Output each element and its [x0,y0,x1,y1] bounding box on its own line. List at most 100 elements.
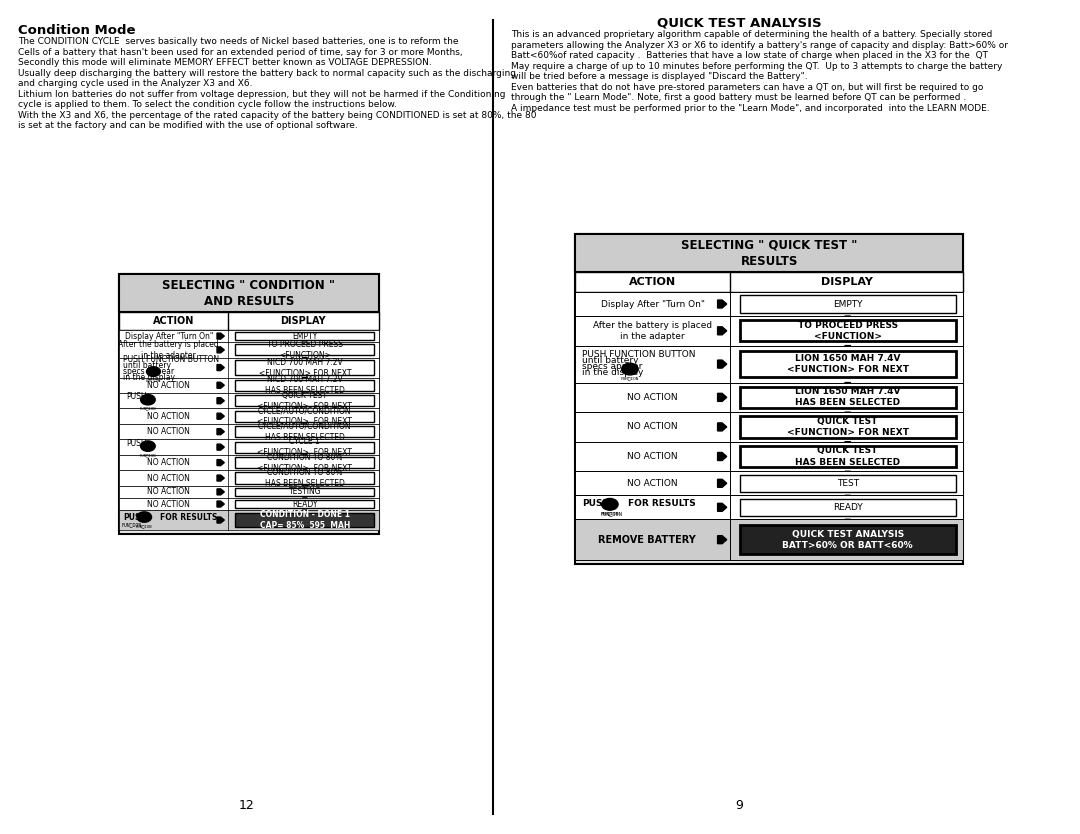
Text: After the battery is placed
in the adapter: After the battery is placed in the adapt… [593,321,713,341]
FancyBboxPatch shape [576,412,963,442]
Text: DISPLAY: DISPLAY [281,316,326,326]
FancyBboxPatch shape [119,274,379,534]
Text: NO ACTION: NO ACTION [147,427,190,436]
FancyArrow shape [217,347,225,353]
Text: NO ACTION: NO ACTION [627,423,678,431]
FancyArrow shape [217,398,225,404]
Text: Secondly this mode will eliminate MEMORY EFFECT better known as VOLTAGE DEPRESSI: Secondly this mode will eliminate MEMORY… [18,58,432,67]
Text: With the X3 and X6, the percentage of the rated capacity of the battery being CO: With the X3 and X6, the percentage of th… [18,110,537,119]
Text: LION 1650 MAH 7.4V
<FUNCTION> FOR NEXT: LION 1650 MAH 7.4V <FUNCTION> FOR NEXT [786,354,908,374]
Text: FUNⓎION: FUNⓎION [139,453,157,457]
Text: QUICK TEST
<FUNCTION>  FOR NEXT: QUICK TEST <FUNCTION> FOR NEXT [257,390,352,411]
Text: EMPTY: EMPTY [833,299,863,309]
FancyArrow shape [302,498,307,503]
FancyBboxPatch shape [576,316,963,345]
Text: Usually deep discharging the battery will restore the battery back to normal cap: Usually deep discharging the battery wil… [18,68,516,78]
Text: FUNⓎION: FUNⓎION [621,376,639,380]
FancyArrow shape [302,358,307,363]
Text: NO ACTION: NO ACTION [147,381,190,389]
Text: QUICK TEST
<FUNCTION> FOR NEXT: QUICK TEST <FUNCTION> FOR NEXT [786,417,908,437]
Text: CYCLE 1
<FUNCTION>  FOR NEXT: CYCLE 1 <FUNCTION> FOR NEXT [257,437,352,457]
FancyBboxPatch shape [235,395,375,406]
Text: NO ACTION: NO ACTION [627,393,678,402]
FancyBboxPatch shape [235,457,375,468]
Text: NICD 700 MAH 7.2V
HAS BEEN SELECTED: NICD 700 MAH 7.2V HAS BEEN SELECTED [265,375,345,395]
Text: FUNⓎION: FUNⓎION [146,378,161,382]
Text: in the display: in the display [582,368,644,377]
FancyBboxPatch shape [740,416,956,438]
FancyArrow shape [845,345,850,352]
Text: and charging cycle used in the Analyzer X3 and X6.: and charging cycle used in the Analyzer … [18,79,253,88]
FancyBboxPatch shape [235,473,375,484]
FancyBboxPatch shape [576,272,963,292]
FancyBboxPatch shape [235,379,375,391]
FancyBboxPatch shape [576,234,963,564]
Text: FUNⓎION: FUNⓎION [600,512,622,517]
FancyBboxPatch shape [235,410,375,422]
Text: CONDITION TO 80%
<FUNCTION>  FOR NEXT: CONDITION TO 80% <FUNCTION> FOR NEXT [257,453,352,473]
Ellipse shape [622,364,638,375]
Text: FUNⓎION: FUNⓎION [136,524,152,528]
FancyArrow shape [717,300,727,308]
FancyArrow shape [302,455,307,460]
FancyArrow shape [217,429,225,435]
Text: PUSH: PUSH [126,439,147,448]
Text: SELECTING " CONDITION "
AND RESULTS: SELECTING " CONDITION " AND RESULTS [162,279,335,308]
FancyBboxPatch shape [119,358,379,378]
Text: EMPTY: EMPTY [293,332,318,340]
FancyBboxPatch shape [740,525,956,555]
Text: parameters allowing the Analyzer X3 or X6 to identify a battery's range of capac: parameters allowing the Analyzer X3 or X… [511,41,1009,49]
FancyBboxPatch shape [235,360,375,374]
FancyBboxPatch shape [235,426,375,437]
Text: QUICK TEST ANALYSIS
BATT>60% OR BATT<60%: QUICK TEST ANALYSIS BATT>60% OR BATT<60% [782,530,913,550]
Text: LION 1650 MAH 7.4V
HAS BEEN SELECTED: LION 1650 MAH 7.4V HAS BEEN SELECTED [795,387,901,407]
Text: Condition Mode: Condition Mode [18,24,136,37]
Text: After the battery is placed
in the adapter: After the battery is placed in the adapt… [119,339,219,360]
FancyBboxPatch shape [576,383,963,412]
FancyBboxPatch shape [235,488,375,496]
FancyArrow shape [845,471,850,477]
FancyArrow shape [217,501,225,507]
FancyArrow shape [717,394,727,401]
Text: is set at the factory and can be modified with the use of optional software.: is set at the factory and can be modifie… [18,121,357,130]
Text: The CONDITION CYCLE  serves basically two needs of Nickel based batteries, one i: The CONDITION CYCLE serves basically two… [18,37,459,46]
FancyArrow shape [302,342,307,347]
Text: TO PROCEED PRESS
<FUNCTION>: TO PROCEED PRESS <FUNCTION> [267,339,342,360]
FancyBboxPatch shape [119,455,379,470]
FancyArrow shape [845,316,850,322]
FancyArrow shape [717,423,727,431]
Text: 9: 9 [735,799,743,812]
Text: This is an advanced proprietary algorithm capable of determining the health of a: This is an advanced proprietary algorith… [511,30,993,39]
FancyArrow shape [217,413,225,420]
FancyBboxPatch shape [576,292,963,316]
Text: TEST: TEST [837,479,859,488]
FancyBboxPatch shape [576,234,963,272]
FancyBboxPatch shape [119,409,379,424]
FancyBboxPatch shape [119,424,379,440]
Text: NO ACTION: NO ACTION [147,500,190,509]
Text: Batt<60%of rated capacity .  Batteries that have a low state of charge when plac: Batt<60%of rated capacity . Batteries th… [511,51,988,60]
FancyArrow shape [217,364,225,370]
FancyArrow shape [717,327,727,334]
Text: Lithium Ion batteries do not suffer from voltage depression, but they will not b: Lithium Ion batteries do not suffer from… [18,89,505,98]
FancyBboxPatch shape [740,295,956,313]
FancyArrow shape [302,409,307,414]
FancyBboxPatch shape [740,446,956,467]
Ellipse shape [140,394,156,405]
FancyArrow shape [217,382,225,389]
FancyArrow shape [302,378,307,383]
Text: CONDITION - DONE 1
CAP= 85%  595  MAH: CONDITION - DONE 1 CAP= 85% 595 MAH [259,510,350,530]
Ellipse shape [602,499,618,510]
Text: Display After "Turn On": Display After "Turn On" [600,299,705,309]
FancyBboxPatch shape [235,441,375,453]
Text: specs appear: specs appear [123,367,174,376]
Text: Display After "Turn On": Display After "Turn On" [124,332,213,340]
FancyBboxPatch shape [740,320,956,341]
Text: A impedance test must be performed prior to the "Learn Mode", and incorporated  : A impedance test must be performed prior… [511,103,990,113]
Text: through the " Learn Mode". Note, first a good battery must be learned before QT : through the " Learn Mode". Note, first a… [511,93,967,102]
FancyArrow shape [717,453,727,460]
FancyBboxPatch shape [740,351,956,378]
Text: NO ACTION: NO ACTION [147,487,190,496]
Text: CYCLE/AUTO/CONDITION
HAS BEEN SELECTED: CYCLE/AUTO/CONDITION HAS BEEN SELECTED [258,422,352,442]
Text: Even batteries that do not have pre-stored parameters can have a QT on, but will: Even batteries that do not have pre-stor… [511,83,984,92]
